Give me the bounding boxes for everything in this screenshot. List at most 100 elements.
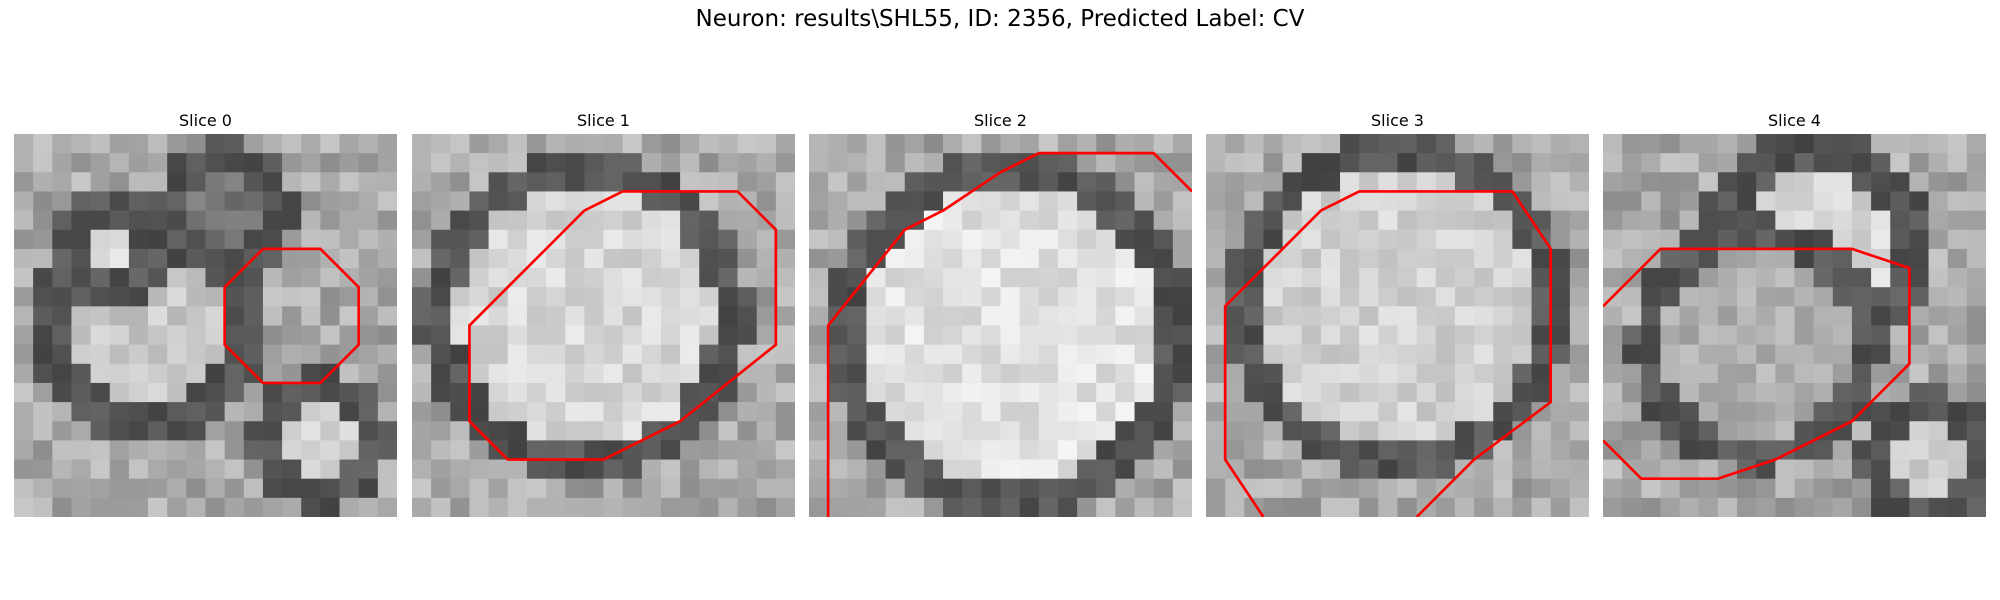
pixel bbox=[546, 191, 566, 211]
pixel bbox=[1756, 268, 1776, 288]
pixel bbox=[301, 268, 321, 288]
pixel bbox=[641, 497, 662, 517]
pixel bbox=[186, 325, 206, 346]
pixel bbox=[507, 459, 528, 480]
pixel bbox=[680, 210, 700, 231]
pixel bbox=[1416, 191, 1437, 211]
pixel bbox=[1000, 459, 1021, 480]
pixel bbox=[1378, 344, 1398, 365]
pixel bbox=[90, 153, 111, 173]
pixel bbox=[339, 229, 360, 250]
pixel bbox=[981, 229, 1001, 250]
pixel bbox=[775, 153, 795, 173]
pixel bbox=[775, 478, 795, 499]
pixel bbox=[1378, 497, 1398, 517]
pixel bbox=[1244, 344, 1264, 365]
pixel bbox=[904, 172, 925, 192]
pixel bbox=[699, 153, 719, 173]
pixel bbox=[1244, 440, 1264, 460]
pixel bbox=[1947, 325, 1968, 346]
pixel bbox=[1057, 325, 1078, 346]
pixel bbox=[128, 306, 149, 326]
pixel bbox=[981, 191, 1001, 211]
pixel bbox=[603, 287, 624, 307]
pixel bbox=[186, 306, 206, 326]
pixel bbox=[109, 248, 130, 269]
pixel bbox=[1966, 172, 1986, 192]
pixel bbox=[1775, 402, 1795, 422]
pixel bbox=[1871, 497, 1891, 517]
pixel bbox=[1263, 172, 1283, 192]
pixel bbox=[1622, 229, 1642, 250]
pixel bbox=[923, 363, 944, 384]
pixel bbox=[1909, 153, 1929, 173]
pixel bbox=[1096, 325, 1116, 346]
pixel bbox=[377, 421, 397, 441]
pixel bbox=[1851, 134, 1872, 154]
pixel bbox=[847, 153, 867, 173]
pixel bbox=[1282, 287, 1303, 307]
pixel bbox=[1134, 268, 1155, 288]
pixel bbox=[546, 478, 566, 499]
pixel bbox=[320, 153, 340, 173]
pixel bbox=[775, 287, 795, 307]
pixel bbox=[526, 153, 547, 173]
pixel bbox=[943, 268, 963, 288]
pixel bbox=[1096, 191, 1116, 211]
pixel bbox=[1512, 191, 1532, 211]
pixel bbox=[109, 268, 130, 288]
pixel bbox=[1756, 229, 1776, 250]
pixel bbox=[90, 210, 111, 231]
pixel bbox=[1359, 172, 1379, 192]
pixel bbox=[660, 134, 681, 154]
pixel bbox=[358, 344, 379, 365]
pixel bbox=[885, 153, 906, 173]
pixel bbox=[1794, 382, 1815, 403]
pixel bbox=[1966, 287, 1986, 307]
pixel bbox=[1282, 306, 1303, 326]
pixel bbox=[412, 402, 432, 422]
pixel bbox=[90, 172, 111, 192]
pixel bbox=[603, 153, 624, 173]
pixel bbox=[1947, 191, 1968, 211]
pixel bbox=[148, 287, 168, 307]
pixel bbox=[1019, 248, 1040, 269]
pixel bbox=[167, 478, 187, 499]
pixel bbox=[167, 210, 187, 231]
pixel bbox=[488, 191, 509, 211]
pixel bbox=[1359, 421, 1379, 441]
pixel bbox=[847, 344, 867, 365]
pixel bbox=[1966, 363, 1986, 384]
pixel bbox=[1890, 478, 1910, 499]
pixel bbox=[14, 229, 34, 250]
pixel bbox=[358, 210, 379, 231]
pixel bbox=[488, 306, 509, 326]
pixel bbox=[1550, 459, 1571, 480]
pixel bbox=[1660, 363, 1680, 384]
pixel bbox=[1134, 382, 1155, 403]
pixel bbox=[641, 325, 662, 346]
pixel bbox=[1813, 325, 1834, 346]
pixel bbox=[1416, 287, 1437, 307]
pixel bbox=[756, 497, 777, 517]
pixel bbox=[828, 459, 848, 480]
pixel bbox=[1641, 268, 1661, 288]
pixel bbox=[622, 382, 643, 403]
pixel bbox=[828, 172, 848, 192]
pixel bbox=[1416, 153, 1437, 173]
pixel bbox=[680, 229, 700, 250]
pixel bbox=[186, 363, 206, 384]
pixel bbox=[1569, 306, 1589, 326]
pixel bbox=[450, 229, 470, 250]
pixel bbox=[1717, 134, 1738, 154]
pixel bbox=[1603, 382, 1623, 403]
pixel bbox=[282, 497, 302, 517]
pixel bbox=[1493, 172, 1513, 192]
pixel bbox=[1871, 325, 1891, 346]
pixel bbox=[1206, 421, 1226, 441]
pixel bbox=[1115, 402, 1135, 422]
pixel bbox=[1569, 497, 1589, 517]
pixel bbox=[1603, 229, 1623, 250]
pixel bbox=[718, 134, 738, 154]
pixel bbox=[641, 344, 662, 365]
